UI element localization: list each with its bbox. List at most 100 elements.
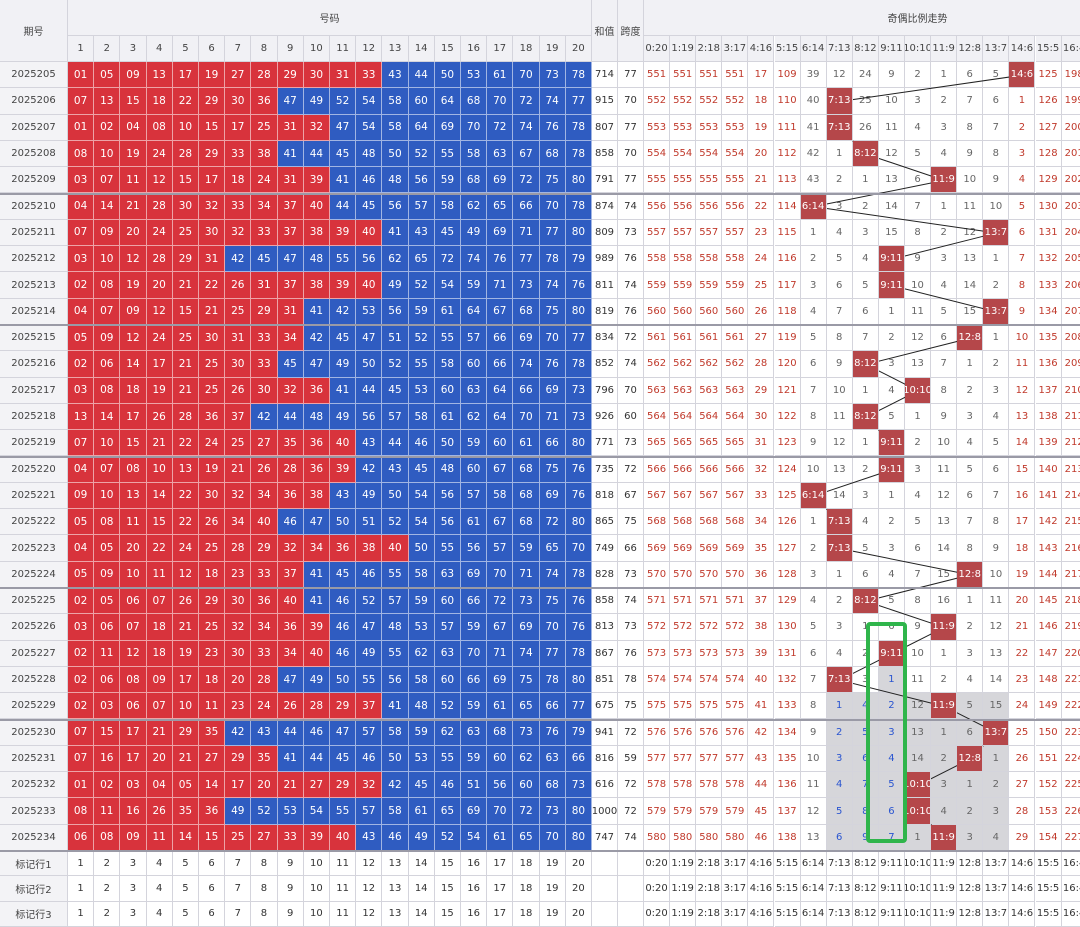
omission-count: 18 — [748, 88, 775, 115]
omission-count: 567 — [644, 482, 671, 510]
drawn-number: 26 — [199, 509, 226, 536]
omission-count: 561 — [722, 325, 749, 352]
drawn-number: 04 — [146, 772, 173, 799]
period: 2025225 — [0, 588, 68, 615]
number-column-header: 6 — [199, 36, 226, 62]
drawn-number: 29 — [199, 140, 226, 168]
omission-count: 557 — [696, 219, 723, 247]
drawn-number: 51 — [382, 325, 409, 352]
drawn-number: 09 — [120, 824, 147, 851]
omission-count: 215 — [1061, 509, 1080, 536]
number-column-header: 16 — [461, 36, 488, 62]
drawn-number: 59 — [461, 614, 488, 641]
drawn-number: 21 — [146, 719, 173, 746]
omission-count: 138 — [774, 824, 801, 851]
drawn-number: 49 — [303, 666, 330, 694]
header-span: 跨度 — [618, 0, 644, 62]
omission-count: 554 — [696, 140, 723, 168]
drawn-number: 27 — [251, 430, 278, 457]
drawn-number: 29 — [172, 719, 199, 746]
ratio-hit: 14:6 — [1009, 62, 1036, 89]
drawn-number: 57 — [356, 719, 383, 746]
drawn-number: 73 — [513, 588, 540, 615]
drawn-number: 25 — [172, 325, 199, 352]
drawn-number: 36 — [199, 798, 226, 825]
drawn-number: 06 — [120, 588, 147, 615]
drawn-number: 17 — [146, 351, 173, 378]
drawn-number: 50 — [330, 666, 357, 694]
omission-count: 14 — [878, 193, 905, 220]
omission-count: 580 — [644, 824, 671, 851]
omission-count: 20 — [748, 140, 775, 168]
drawn-number: 49 — [461, 219, 488, 247]
marker-number: 20 — [565, 876, 592, 902]
number-column-header: 14 — [408, 36, 435, 62]
omission-count: 553 — [696, 114, 723, 141]
drawn-number: 66 — [513, 193, 540, 220]
sum-value: 851 — [592, 666, 618, 694]
drawn-number: 58 — [382, 798, 409, 825]
omission-count: 570 — [644, 561, 671, 588]
drawn-number: 07 — [68, 719, 95, 746]
drawn-number: 40 — [251, 509, 278, 536]
marker-number: 4 — [146, 901, 173, 927]
drawn-number: 59 — [461, 745, 488, 773]
drawn-number: 71 — [487, 272, 514, 299]
marker-ratio: 12:8 — [957, 851, 984, 877]
drawn-number: 78 — [565, 640, 592, 667]
ratio-hit: 9:11 — [878, 430, 905, 457]
omission-count: 13 — [905, 351, 932, 378]
marker-ratio: 8:12 — [852, 851, 879, 877]
drawn-number: 76 — [539, 351, 566, 378]
marker-ratio: 11:9 — [931, 901, 958, 927]
marker-number: 15 — [434, 901, 461, 927]
trend-column-header: 14:6 — [1009, 36, 1036, 62]
omission-count: 578 — [696, 772, 723, 799]
drawn-number: 40 — [356, 219, 383, 247]
omission-count: 9 — [800, 719, 827, 746]
drawn-number: 67 — [487, 298, 514, 325]
omission-count: 579 — [722, 798, 749, 825]
drawn-number: 54 — [434, 272, 461, 299]
drawn-number: 72 — [487, 588, 514, 615]
omission-count: 10 — [905, 272, 932, 299]
drawn-number: 63 — [487, 140, 514, 168]
omission-count: 142 — [1035, 509, 1062, 536]
omission-count: 13 — [878, 167, 905, 194]
omission-count: 145 — [1035, 588, 1062, 615]
omission-count: 216 — [1061, 535, 1080, 562]
omission-count: 219 — [1061, 614, 1080, 641]
drawn-number: 57 — [382, 403, 409, 431]
drawn-number: 68 — [513, 482, 540, 510]
marker-number: 3 — [120, 876, 147, 902]
omission-count: 9 — [878, 62, 905, 89]
omission-count: 11 — [905, 298, 932, 325]
marker-number: 12 — [356, 901, 383, 927]
drawn-number: 23 — [225, 693, 252, 720]
drawn-number: 34 — [251, 482, 278, 510]
omission-count: 132 — [774, 666, 801, 694]
omission-count: 22 — [748, 193, 775, 220]
omission-count: 578 — [644, 772, 671, 799]
omission-count: 144 — [1035, 561, 1062, 588]
omission-count: 11 — [957, 193, 984, 220]
omission-count: 17 — [748, 62, 775, 89]
omission-count: 568 — [722, 509, 749, 536]
drawn-number: 15 — [120, 430, 147, 457]
trend-column-header: 4:16 — [748, 36, 775, 62]
omission-count: 1 — [983, 246, 1010, 273]
omission-count: 1 — [931, 62, 958, 89]
drawn-number: 73 — [539, 62, 566, 89]
drawn-number: 25 — [199, 614, 226, 641]
drawn-number: 63 — [461, 719, 488, 746]
drawn-number: 02 — [68, 640, 95, 667]
drawn-number: 48 — [408, 693, 435, 720]
drawn-number: 48 — [303, 246, 330, 273]
omission-count: 1 — [1009, 88, 1036, 115]
omission-count: 222 — [1061, 693, 1080, 720]
drawn-number: 15 — [199, 114, 226, 141]
drawn-number: 18 — [120, 377, 147, 404]
span-value: 70 — [618, 140, 644, 168]
drawn-number: 73 — [565, 377, 592, 404]
drawn-number: 05 — [94, 535, 121, 562]
